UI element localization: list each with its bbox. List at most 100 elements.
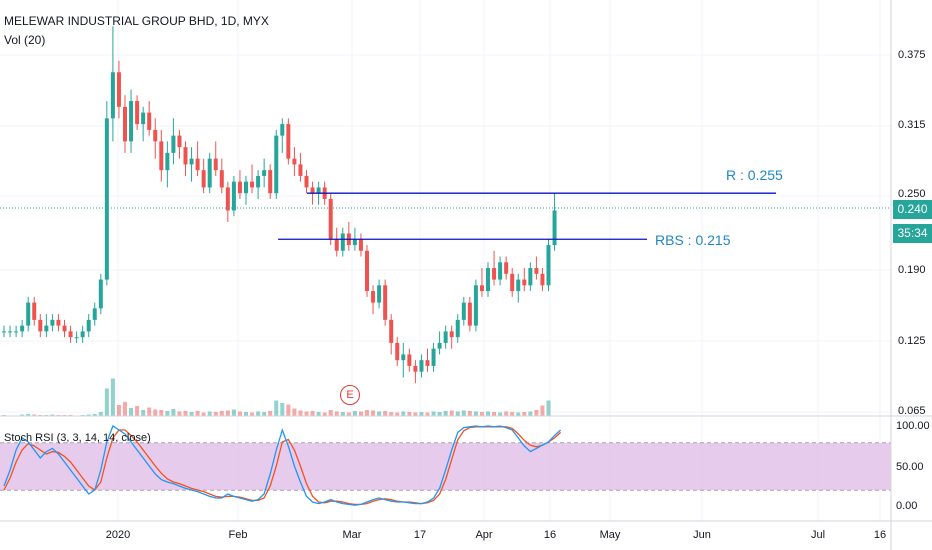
time-tick: 16 (543, 529, 557, 541)
volume-bar (92, 414, 97, 416)
volume-bar (461, 410, 466, 416)
volume-bar (225, 410, 230, 416)
volume-bar (371, 410, 376, 416)
volume-bar (419, 412, 424, 416)
stoch-tick: 50.00 (896, 461, 924, 473)
candle-body (74, 337, 79, 339)
candle-body (262, 170, 267, 176)
candle-body (534, 268, 539, 274)
candle-body (401, 354, 406, 361)
stoch-d-line (3, 426, 562, 506)
price-tick: 0.315 (898, 119, 926, 131)
candle-body (437, 342, 442, 349)
volume-bar (250, 412, 255, 416)
volume-bar (365, 410, 369, 416)
candle-body (268, 170, 273, 194)
volume-bar (540, 405, 545, 416)
candle-body (316, 187, 321, 194)
price-tick: 0.125 (898, 335, 926, 347)
volume-bars (2, 378, 551, 416)
candle-body (110, 72, 115, 119)
stoch-rsi-label: Stoch RSI (3, 3, 14, 14, close) (4, 432, 151, 444)
price-tick: 0.190 (898, 264, 926, 276)
volume-bar (219, 411, 224, 416)
volume-bar (213, 412, 218, 416)
time-tick: May (599, 529, 621, 541)
candle-body (298, 164, 303, 176)
candle-body (44, 325, 49, 332)
volume-bar (504, 411, 509, 416)
volume-bar (147, 407, 152, 416)
volume-bar (486, 411, 490, 416)
stoch-tick: 0.00 (896, 500, 918, 512)
volume-bar (431, 411, 436, 416)
price-tick: 0.250 (898, 188, 926, 200)
candle-body (195, 158, 200, 171)
volume-bar (383, 411, 388, 416)
candle-body (213, 158, 218, 171)
candle-body (334, 239, 339, 251)
candle-body (443, 331, 448, 343)
stoch-rsi-lines (3, 425, 562, 506)
candle-body (189, 158, 194, 165)
time-tick: 17 (413, 529, 427, 541)
candle-body (310, 187, 315, 194)
symbol-title: MELEWAR INDUSTRIAL GROUP BHD, 1D, MYX (4, 14, 269, 28)
candlestick-series (2, 26, 557, 384)
candle-body (38, 319, 43, 332)
candle-body (510, 273, 515, 292)
candle-body (407, 354, 412, 366)
volume-bar (401, 411, 406, 416)
volume-bar (262, 412, 267, 416)
volume-bar (153, 409, 158, 416)
volume-bar (352, 411, 357, 416)
volume-bar (286, 404, 291, 416)
candle-body (449, 331, 454, 338)
candle-body (498, 262, 503, 280)
candle-body (504, 262, 509, 274)
candle-body (352, 239, 357, 246)
candle-body (292, 158, 297, 165)
candle-body (486, 268, 490, 292)
volume-bar (310, 411, 315, 416)
volume-bar (455, 411, 460, 416)
candle-body (461, 302, 466, 320)
candle-body (92, 308, 97, 320)
candle-body (516, 279, 521, 292)
candle-body (431, 348, 436, 366)
volume-bar (116, 405, 121, 416)
volume-bar (510, 412, 515, 416)
candle-body (141, 112, 146, 125)
candle-body (153, 129, 158, 142)
level-lines (278, 192, 776, 240)
volume-bar (110, 378, 115, 416)
stoch-band (0, 443, 891, 490)
candle-body (419, 360, 424, 372)
time-tick: 2020 (105, 529, 131, 541)
candle-body (104, 118, 109, 280)
volume-bar (231, 409, 236, 416)
volume-label: Vol (20) (4, 33, 46, 47)
volume-bar (244, 412, 248, 416)
volume-bar (26, 414, 31, 416)
candle-body (479, 285, 484, 292)
candle-body (129, 101, 134, 142)
earnings-badge[interactable]: E (340, 385, 360, 405)
candle-body (183, 147, 188, 165)
volume-bar (207, 411, 212, 416)
candle-body (371, 291, 376, 303)
volume-bar (467, 411, 472, 416)
volume-bar (516, 412, 521, 416)
volume-bar (346, 412, 351, 416)
volume-bar (177, 411, 182, 416)
candle-body (304, 175, 309, 188)
candle-body (237, 181, 242, 194)
volume-bar (104, 388, 109, 416)
volume-bar (437, 412, 442, 416)
volume-bar (413, 412, 418, 416)
candle-body (365, 250, 369, 292)
volume-bar (292, 408, 297, 416)
rbs-label: RBS : 0.215 (655, 232, 731, 248)
candle-body (2, 331, 6, 333)
